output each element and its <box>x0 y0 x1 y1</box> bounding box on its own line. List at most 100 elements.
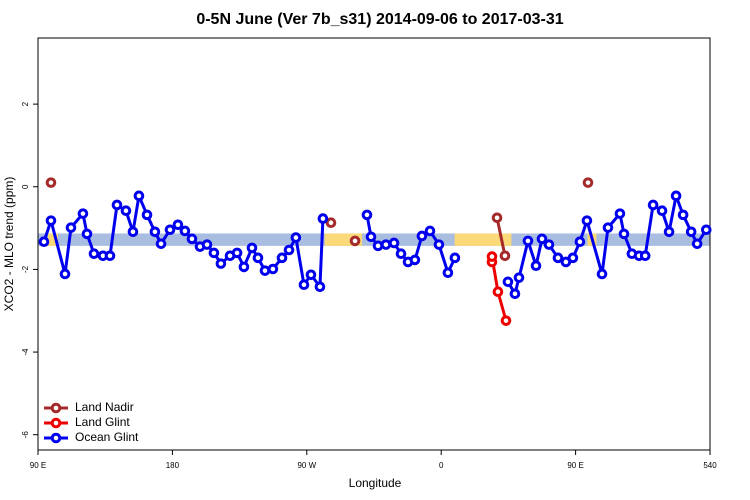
data-point <box>283 244 295 256</box>
data-point <box>164 224 176 236</box>
data-point <box>656 205 668 217</box>
data-point <box>179 225 191 237</box>
data-point <box>581 215 593 226</box>
data-point <box>582 177 594 188</box>
data-point <box>361 209 373 221</box>
data-point <box>492 286 504 298</box>
data-point <box>290 232 302 243</box>
data-point <box>81 228 93 240</box>
data-point <box>111 199 123 211</box>
x-tick-label: 180 <box>166 461 180 470</box>
data-point <box>442 267 454 279</box>
data-point <box>349 235 361 247</box>
data-point <box>372 240 384 252</box>
data-point <box>596 268 608 280</box>
data-point <box>409 254 421 266</box>
data-point <box>104 250 116 262</box>
data-point <box>602 222 614 233</box>
y-tick-label: -2 <box>21 265 30 273</box>
data-point <box>172 219 184 231</box>
data-point <box>574 236 586 248</box>
data-point <box>685 226 697 238</box>
chart-title: 0-5N June (Ver 7b_s31) 2014-09-06 to 201… <box>196 11 563 28</box>
data-point <box>502 276 514 288</box>
data-point <box>45 177 57 188</box>
x-tick-label: 0 <box>439 461 444 470</box>
data-point <box>388 237 400 249</box>
data-point <box>499 250 511 262</box>
data-point <box>252 252 264 264</box>
data-point <box>500 315 512 326</box>
y-tick-label: -4 <box>21 348 30 356</box>
legend-marker <box>50 432 62 444</box>
data-point <box>618 228 630 240</box>
data-point <box>88 248 100 260</box>
data-point <box>59 268 71 280</box>
y-tick-label: 2 <box>21 101 30 106</box>
data-point <box>670 190 682 202</box>
data-point <box>155 238 167 250</box>
data-point <box>65 222 77 233</box>
data-point <box>677 209 689 221</box>
data-point <box>416 230 428 242</box>
data-point <box>647 199 659 211</box>
x-axis-label: Longitude <box>349 476 402 490</box>
y-tick-label: 0 <box>21 184 30 189</box>
data-point <box>552 252 564 264</box>
legend-marker <box>50 417 62 429</box>
data-point <box>215 258 227 269</box>
data-point <box>259 265 271 276</box>
data-point <box>231 247 243 259</box>
data-point <box>486 251 498 262</box>
data-point <box>314 281 326 293</box>
data-point <box>127 226 139 238</box>
data-point <box>133 190 145 202</box>
data-point <box>449 252 461 264</box>
data-point <box>536 233 548 245</box>
data-point <box>395 248 407 260</box>
data-point <box>663 226 675 238</box>
data-point <box>276 252 288 264</box>
data-point <box>149 226 161 238</box>
data-point <box>267 263 279 275</box>
legend-marker <box>50 402 62 414</box>
data-point <box>509 288 521 300</box>
data-point <box>639 250 651 262</box>
data-point <box>38 236 50 248</box>
data-point <box>325 217 337 229</box>
band-highlight <box>48 233 59 246</box>
data-point <box>530 260 542 271</box>
legend-label: Ocean Glint <box>75 430 139 444</box>
data-point <box>567 252 579 264</box>
data-point <box>522 235 534 247</box>
band-highlight <box>454 233 512 246</box>
legend-label: Land Glint <box>75 415 130 429</box>
data-point <box>141 209 153 221</box>
plot-frame <box>37 37 711 451</box>
data-point <box>45 215 57 226</box>
data-point <box>424 225 436 237</box>
data-point <box>614 208 626 219</box>
data-point <box>513 272 525 283</box>
data-point <box>77 208 89 219</box>
data-point <box>317 213 329 224</box>
data-point <box>691 238 703 250</box>
data-point <box>700 224 712 236</box>
data-point <box>365 231 377 243</box>
x-tick-label: 90 W <box>297 461 316 470</box>
data-point <box>201 239 213 250</box>
data-point <box>208 247 220 259</box>
data-point <box>186 233 198 245</box>
data-point <box>491 212 503 224</box>
data-point <box>543 239 555 250</box>
data-point <box>120 205 132 217</box>
data-point <box>238 261 250 273</box>
data-point <box>380 239 392 250</box>
x-tick-label: 90 E <box>567 461 583 470</box>
x-tick-label: 90 E <box>30 461 46 470</box>
x-tick-label: 540 <box>703 461 717 470</box>
y-tick-label: -6 <box>21 431 30 439</box>
legend-label: Land Nadir <box>75 400 134 414</box>
y-axis-label: XCO2 - MLO trend (ppm) <box>2 177 16 312</box>
